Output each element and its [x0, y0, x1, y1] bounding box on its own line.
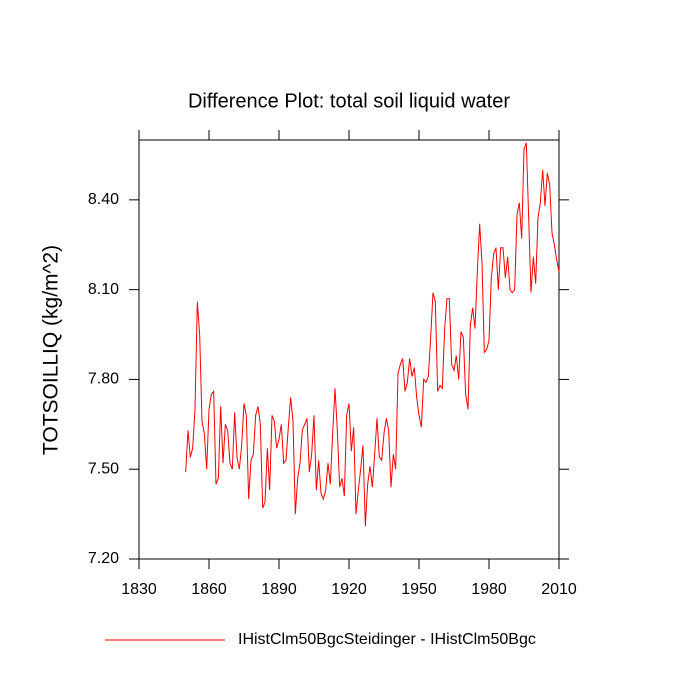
y-tick-label: 7.50: [88, 460, 119, 477]
data-line: [185, 142, 560, 527]
legend-label: IHistClm50BgcSteidinger - IHistClm50Bgc: [238, 631, 536, 648]
x-tick-label: 1860: [191, 581, 227, 598]
x-tick-label: 1950: [401, 581, 437, 598]
y-tick-label: 8.10: [88, 281, 119, 298]
y-axis-label: TOTSOILLIQ (kg/m^2): [40, 245, 63, 455]
y-tick-label: 7.20: [88, 550, 119, 567]
x-tick-label: 2010: [541, 581, 577, 598]
x-tick-label: 1920: [331, 581, 367, 598]
chart-title: Difference Plot: total soil liquid water: [188, 90, 510, 112]
x-tick-label: 1980: [471, 581, 507, 598]
x-tick-label: 1890: [261, 581, 297, 598]
x-tick-label: 1830: [121, 581, 157, 598]
y-tick-label: 8.40: [88, 191, 119, 208]
y-tick-label: 7.80: [88, 371, 119, 388]
